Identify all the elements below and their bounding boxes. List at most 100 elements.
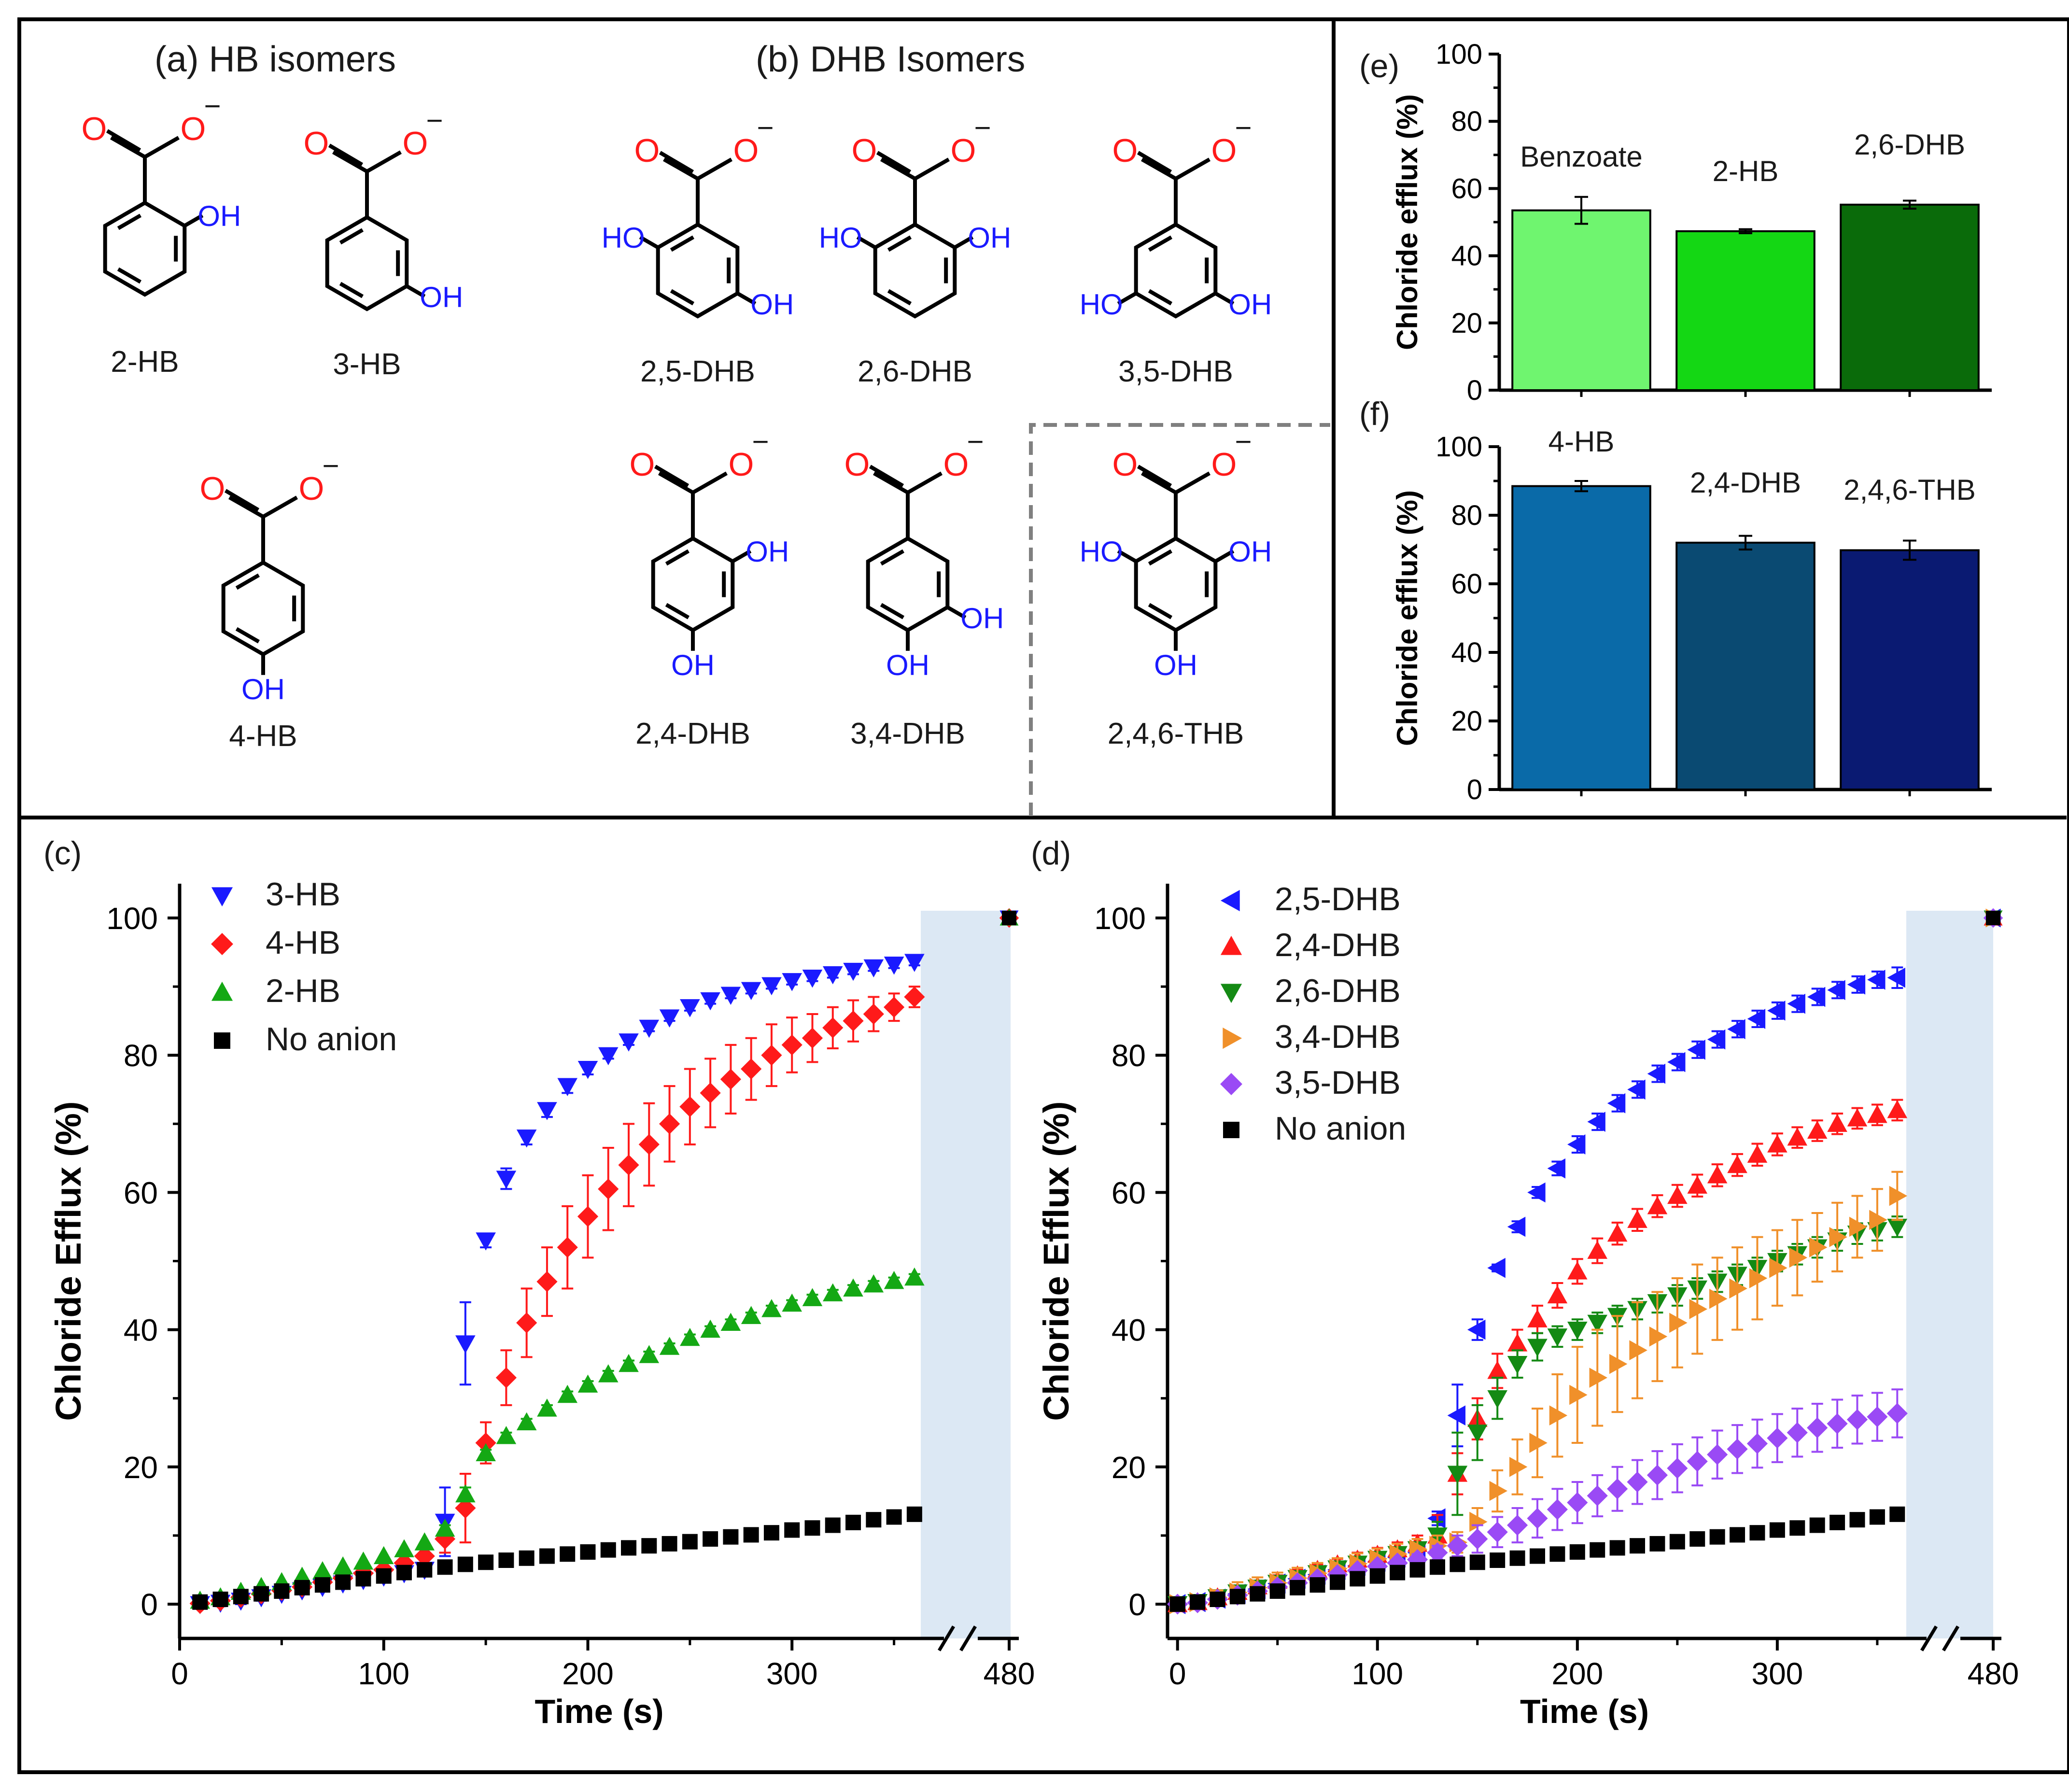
bar-label: 2-HB (1713, 155, 1779, 187)
data-point (539, 1548, 555, 1564)
molecule-2-HB: O O−OH2-HB (82, 90, 241, 379)
x-tick-label: 0 (1169, 1656, 1186, 1691)
y-tick-label: 20 (1451, 308, 1482, 339)
data-point (802, 1288, 823, 1306)
panel-b-title: (b) DHB Isomers (756, 39, 1025, 79)
data-point (1290, 1580, 1306, 1595)
data-point (1269, 1583, 1285, 1599)
carboxylate-oxygen: O (1211, 446, 1237, 483)
carboxylate-bond (262, 495, 298, 519)
data-point (335, 1574, 351, 1590)
data-point (1630, 1538, 1646, 1554)
data-point (1889, 1185, 1908, 1206)
legend-marker (1220, 935, 1242, 955)
data-point (1789, 1520, 1805, 1536)
data-point (1867, 970, 1886, 990)
data-point (496, 1171, 517, 1189)
data-point (802, 1028, 823, 1049)
negative-charge: − (322, 450, 339, 482)
data-point (1667, 1458, 1688, 1479)
data-point (1487, 1257, 1506, 1278)
data-point (1689, 1299, 1708, 1319)
data-point (557, 1078, 578, 1096)
data-point (1467, 1425, 1488, 1443)
legend-label: 2,6-DHB (1275, 973, 1401, 1009)
data-point (1687, 1451, 1708, 1472)
series-Noanion: No anion (192, 911, 1016, 1610)
hydroxyl-bond (1117, 292, 1137, 306)
carbonyl-bond (1141, 471, 1177, 494)
data-point (1309, 1577, 1325, 1593)
data-point (866, 1512, 882, 1528)
data-point (1609, 1354, 1628, 1374)
bar-Benzoate (1511, 209, 1651, 391)
carbonyl-bond (1137, 151, 1172, 174)
x-axis-label: Time (s) (535, 1693, 663, 1730)
double-bond (339, 282, 364, 298)
data-point (1886, 1403, 1908, 1424)
data-point (1427, 1542, 1448, 1563)
hydroxyl-label: HO (1080, 536, 1123, 568)
negative-charge: − (752, 425, 769, 458)
data-point (414, 1545, 435, 1567)
y-tick-label: 60 (124, 1175, 158, 1210)
carbonyl-oxygen: O (630, 446, 655, 483)
data-point (598, 1178, 619, 1199)
data-point (1649, 1326, 1668, 1347)
data-point (1769, 1257, 1788, 1278)
data-point (700, 992, 720, 1011)
negative-charge: − (967, 425, 984, 458)
panel-label: (d) (1031, 835, 1071, 872)
benzene-ring (1134, 222, 1218, 319)
carboxylate-oxygen: O (951, 132, 976, 169)
legend-label: 2-HB (266, 973, 340, 1009)
y-tick-label: 80 (1112, 1038, 1146, 1073)
y-tick-label: 80 (1451, 106, 1482, 137)
data-point (1669, 1312, 1688, 1333)
data-point (1527, 1309, 1548, 1327)
data-point (638, 1134, 660, 1155)
x-tick-label: 200 (1551, 1656, 1603, 1691)
carboxylate-bond (914, 157, 950, 181)
carbonyl-oxygen: O (1112, 446, 1138, 483)
data-point (1487, 1390, 1507, 1409)
data-point (1530, 1548, 1545, 1564)
data-point (741, 982, 761, 1001)
data-point (743, 1527, 759, 1543)
data-point (863, 959, 884, 978)
hydroxyl-label: OH (746, 536, 789, 568)
x-tick-label: 200 (562, 1656, 614, 1691)
hydroxyl-label: OH (1154, 649, 1197, 681)
y-axis-label: Chloride efflux (%) (1391, 490, 1423, 746)
data-point (1787, 1127, 1808, 1146)
data-point (437, 1559, 453, 1575)
carbonyl-bond (659, 151, 694, 174)
carbonyl-oxygen: O (852, 132, 877, 169)
data-point (1589, 1368, 1608, 1388)
data-point (761, 1044, 782, 1066)
data-point (1567, 1261, 1588, 1280)
data-point (577, 1061, 598, 1079)
data-point (1390, 1565, 1406, 1580)
data-point (904, 954, 925, 972)
data-point (723, 1529, 739, 1545)
carbonyl-bond (873, 471, 909, 494)
data-point (580, 1544, 596, 1560)
data-point (1846, 1409, 1868, 1430)
data-point (700, 1319, 720, 1338)
molecule-name: 3,5-DHB (1118, 355, 1233, 388)
data-point (1669, 1534, 1685, 1550)
y-tick-label: 100 (106, 901, 158, 936)
y-tick-label: 40 (1451, 637, 1482, 668)
data-point (619, 1354, 639, 1372)
benzene-ring (1134, 536, 1218, 633)
data-point (1847, 974, 1866, 995)
data-point (1609, 1540, 1625, 1556)
data-point (741, 1306, 761, 1324)
data-point (741, 1058, 762, 1080)
data-point (1629, 1340, 1647, 1361)
data-point (1169, 1596, 1185, 1612)
hydroxyl-bond (1117, 549, 1137, 563)
bar-label: 2,4-DHB (1690, 466, 1801, 499)
